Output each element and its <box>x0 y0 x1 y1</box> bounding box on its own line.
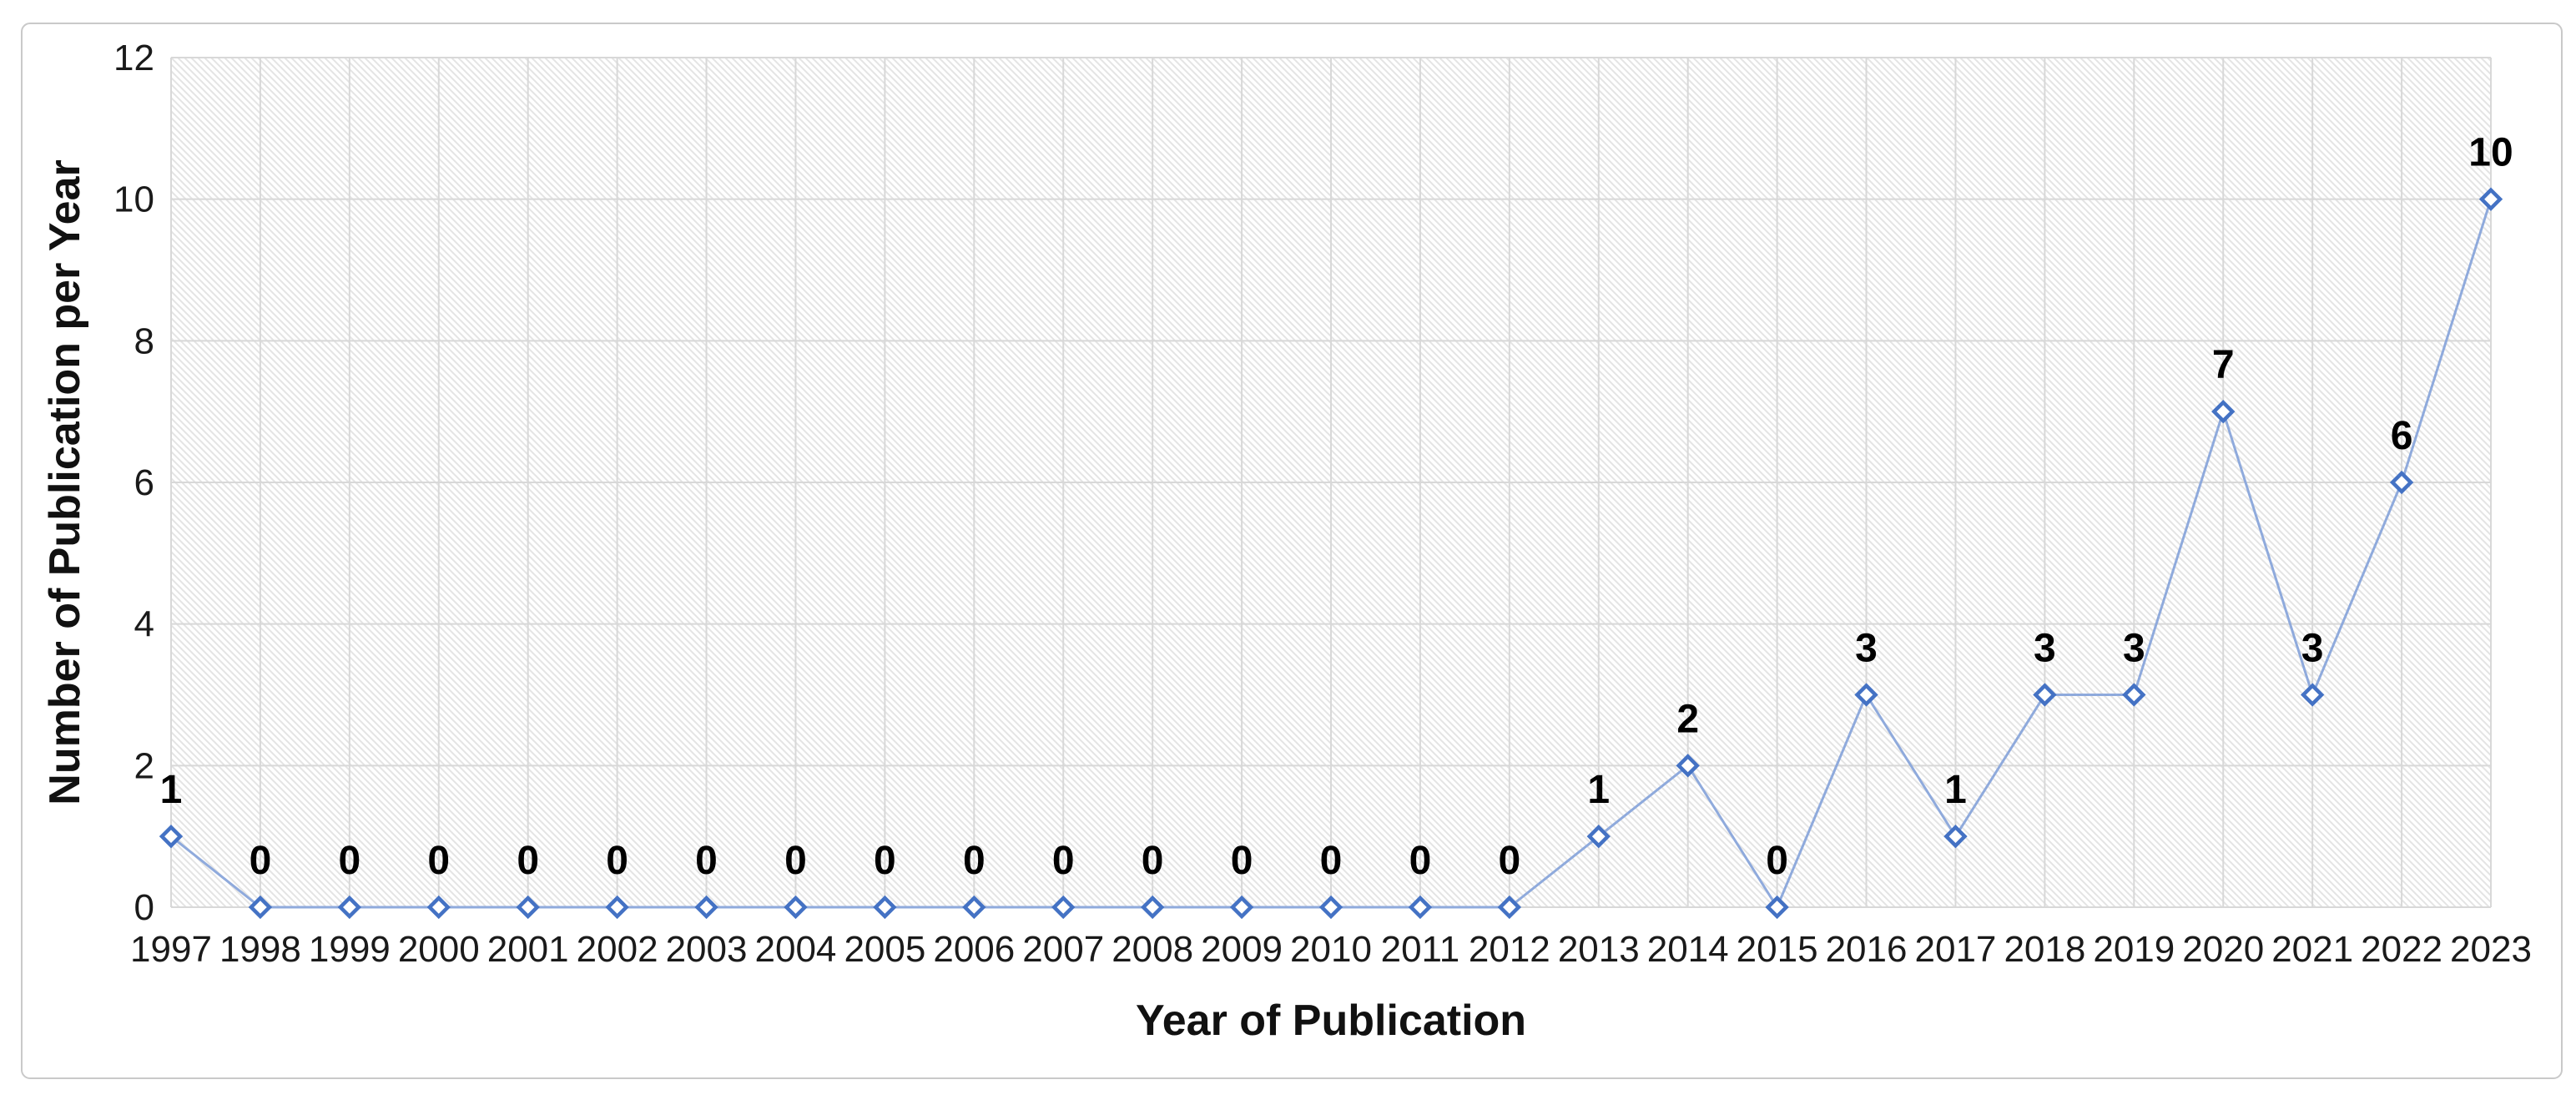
x-tick-label: 2002 <box>577 929 658 970</box>
data-point-marker <box>1140 895 1165 920</box>
data-point-marker <box>1051 895 1076 920</box>
x-tick-label: 2010 <box>1290 929 1372 970</box>
data-point-marker <box>1318 895 1343 920</box>
data-point-marker <box>962 895 986 920</box>
data-label: 0 <box>874 839 896 883</box>
x-axis-title: Year of Publication <box>1136 997 1526 1045</box>
x-tick-label: 1999 <box>309 929 391 970</box>
data-label: 0 <box>250 839 272 883</box>
data-label: 0 <box>517 839 539 883</box>
data-label: 1 <box>1587 768 1610 812</box>
x-tick-label: 1997 <box>130 929 212 970</box>
data-point-marker <box>2033 683 2057 707</box>
data-point-marker <box>516 895 540 920</box>
data-label: 2 <box>1676 697 1699 741</box>
data-label: 0 <box>1052 839 1075 883</box>
data-point-marker <box>248 895 273 920</box>
x-tick-label: 2022 <box>2361 929 2442 970</box>
y-tick-label: 6 <box>134 462 154 503</box>
data-label: 0 <box>1409 839 1432 883</box>
data-point-marker <box>2389 470 2414 495</box>
x-tick-label: 2016 <box>1826 929 1908 970</box>
data-point-marker <box>1765 895 1789 920</box>
data-point-marker <box>1497 895 1522 920</box>
data-label: 10 <box>2468 131 2513 175</box>
x-tick-label: 2005 <box>844 929 925 970</box>
x-tick-label: 2013 <box>1558 929 1640 970</box>
data-label: 0 <box>784 839 807 883</box>
figure-border <box>21 23 2563 1079</box>
data-label: 0 <box>1142 839 1164 883</box>
data-point-marker <box>337 895 362 920</box>
x-tick-label: 2018 <box>2004 929 2085 970</box>
data-label: 0 <box>1231 839 1253 883</box>
data-label: 3 <box>1855 627 1878 671</box>
data-point-marker <box>694 895 718 920</box>
x-tick-label: 2019 <box>2093 929 2175 970</box>
y-tick-label: 0 <box>134 887 154 928</box>
data-label: 6 <box>2391 414 2413 458</box>
data-point-marker <box>1229 895 1254 920</box>
data-point-marker <box>426 895 451 920</box>
y-tick-label: 2 <box>134 745 154 786</box>
x-tick-label: 2011 <box>1381 929 1460 970</box>
data-label: 0 <box>606 839 628 883</box>
x-tick-label: 2008 <box>1112 929 1193 970</box>
x-tick-label: 1998 <box>219 929 301 970</box>
data-label: 0 <box>695 839 718 883</box>
y-tick-label: 4 <box>134 604 154 645</box>
data-point-marker <box>2211 399 2236 424</box>
data-point-marker <box>1408 895 1433 920</box>
x-tick-label: 2014 <box>1647 929 1729 970</box>
data-label: 0 <box>1498 839 1520 883</box>
x-tick-label: 2007 <box>1022 929 1104 970</box>
y-tick-label: 8 <box>134 320 154 361</box>
data-point-marker <box>2478 187 2503 211</box>
data-label: 3 <box>2123 627 2145 671</box>
data-point-marker <box>1676 754 1700 778</box>
x-tick-label: 2004 <box>755 929 837 970</box>
data-label: 1 <box>1944 768 1967 812</box>
x-tick-label: 2006 <box>933 929 1015 970</box>
x-tick-label: 2009 <box>1201 929 1283 970</box>
data-label: 0 <box>427 839 450 883</box>
x-tick-label: 2000 <box>398 929 480 970</box>
data-point-marker <box>1586 824 1611 849</box>
data-label: 3 <box>2034 627 2056 671</box>
data-point-marker <box>784 895 808 920</box>
x-tick-label: 2012 <box>1469 929 1550 970</box>
y-tick-label: 12 <box>113 38 154 78</box>
x-tick-label: 2021 <box>2271 929 2353 970</box>
data-label: 0 <box>1766 839 1788 883</box>
y-axis-title: Number of Publication per Year <box>41 159 89 805</box>
data-label: 0 <box>963 839 986 883</box>
data-label: 7 <box>2212 343 2235 387</box>
data-label: 0 <box>338 839 360 883</box>
data-point-marker <box>605 895 629 920</box>
data-point-marker <box>2300 683 2325 707</box>
x-tick-label: 2001 <box>487 929 569 970</box>
data-point-marker <box>873 895 897 920</box>
data-point-marker <box>2122 683 2146 707</box>
data-point-marker <box>1943 824 1968 849</box>
data-point-marker <box>159 824 184 849</box>
y-tick-label: 10 <box>113 179 154 220</box>
x-tick-label: 2020 <box>2182 929 2264 970</box>
data-point-marker <box>1854 683 1878 707</box>
x-tick-label: 2023 <box>2450 929 2532 970</box>
x-tick-label: 2015 <box>1737 929 1818 970</box>
data-label: 3 <box>2301 627 2324 671</box>
x-tick-label: 2017 <box>1915 929 1997 970</box>
x-tick-label: 2003 <box>666 929 748 970</box>
data-label: 0 <box>1320 839 1343 883</box>
data-label: 1 <box>160 768 183 812</box>
